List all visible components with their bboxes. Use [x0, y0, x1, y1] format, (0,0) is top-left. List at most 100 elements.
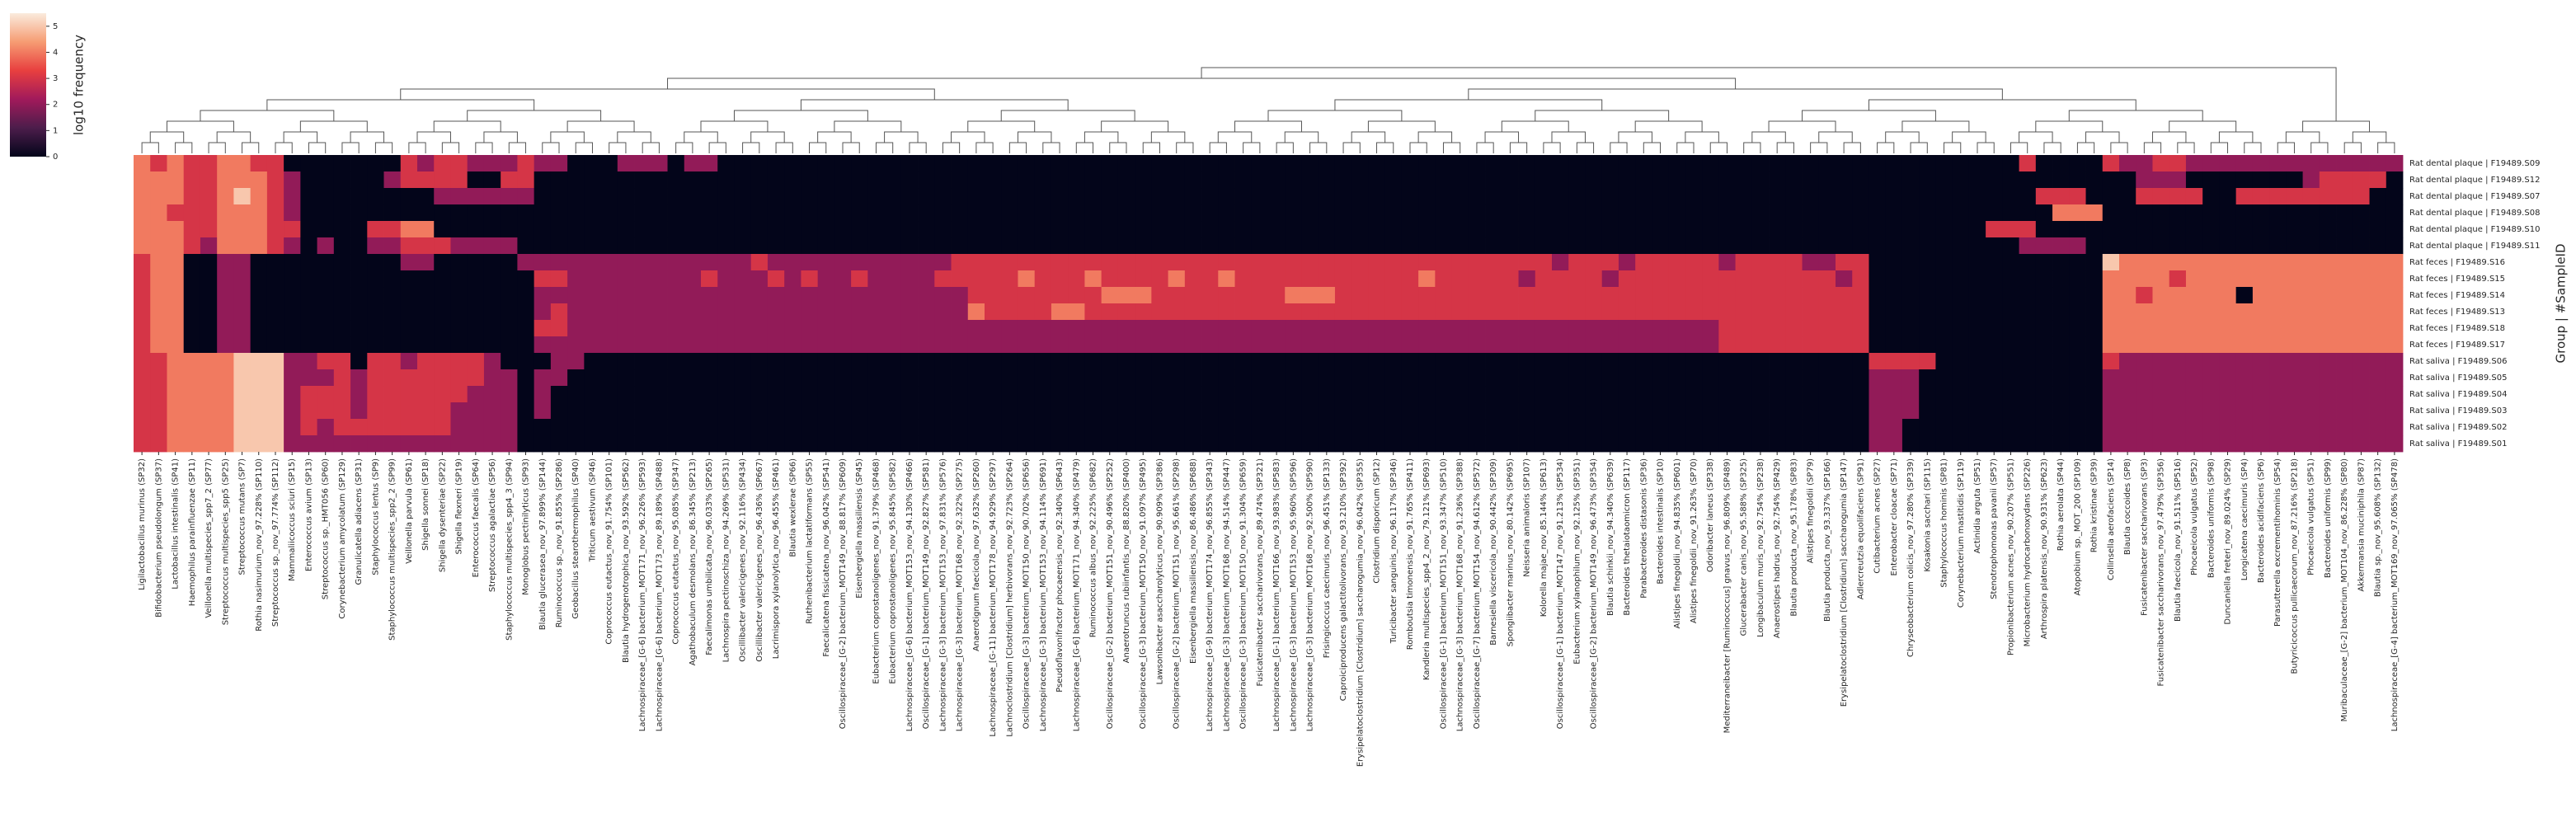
dendrogram-link [617, 131, 651, 143]
heatmap-cell [167, 402, 185, 420]
heatmap-cell [2202, 419, 2220, 436]
dendrogram-link [467, 110, 602, 121]
row-label: Rat saliva | F19489.S04 [2409, 390, 2507, 399]
heatmap-cell [1702, 402, 1719, 420]
heatmap-cell [2102, 386, 2120, 403]
heatmap-cell [1034, 171, 1052, 189]
heatmap-cell [1652, 270, 1670, 288]
dendrogram-link [275, 142, 293, 153]
heatmap-cell [517, 419, 535, 436]
heatmap-cell [1802, 336, 1820, 354]
heatmap-cell [1852, 353, 1869, 370]
heatmap-cell [1901, 287, 1920, 304]
heatmap-cell [1685, 336, 1703, 354]
heatmap-cell [534, 254, 552, 271]
heatmap-cell [2386, 402, 2404, 420]
heatmap-cell [985, 171, 1002, 189]
heatmap-cell [1802, 221, 1820, 238]
heatmap-cell [1168, 386, 1186, 403]
heatmap-cell [1251, 254, 1269, 271]
heatmap-cell [1401, 419, 1419, 436]
heatmap-cell [2286, 237, 2303, 255]
heatmap-cell [517, 287, 535, 304]
heatmap-cell [834, 221, 852, 238]
heatmap-cell [2102, 435, 2120, 453]
heatmap-cell [817, 369, 835, 387]
heatmap-cell [400, 287, 418, 304]
heatmap-cell [217, 386, 234, 403]
heatmap-cell [300, 353, 317, 370]
dendrogram-link [775, 142, 793, 153]
heatmap-cell [934, 188, 952, 205]
heatmap-cell [1135, 204, 1152, 222]
heatmap-cell [2202, 221, 2220, 238]
heatmap-cell [801, 237, 819, 255]
heatmap-cell [2269, 402, 2287, 420]
heatmap-cell [2002, 204, 2019, 222]
heatmap-cell [1318, 287, 1336, 304]
heatmap-cell [483, 254, 501, 271]
heatmap-cell [1935, 204, 1953, 222]
heatmap-cell [1184, 287, 1202, 304]
heatmap-cell [400, 336, 418, 354]
heatmap-cell [383, 320, 402, 337]
heatmap-cell [1618, 155, 1636, 172]
heatmap-cell [1018, 188, 1036, 205]
heatmap-cell [367, 171, 384, 189]
heatmap-cell [2119, 402, 2136, 420]
heatmap-cell [1568, 320, 1586, 337]
heatmap-cell [1351, 204, 1369, 222]
dendrogram-link [1535, 110, 1670, 121]
heatmap-cell [1968, 254, 1986, 271]
heatmap-cell [1568, 221, 1586, 238]
heatmap-cell [400, 171, 418, 189]
heatmap-cell [1685, 419, 1703, 436]
heatmap-cell [217, 171, 234, 189]
dendrogram-link [1709, 142, 1728, 153]
heatmap-cell [2136, 419, 2153, 436]
heatmap-cell [483, 221, 501, 238]
heatmap-cell [1685, 386, 1703, 403]
heatmap-cell [1418, 221, 1436, 238]
heatmap-cell [467, 270, 485, 288]
heatmap-cell [1935, 419, 1953, 436]
heatmap-cell [1568, 254, 1586, 271]
heatmap-cell [2052, 270, 2070, 288]
heatmap-cell [951, 155, 969, 172]
heatmap-cell [233, 287, 251, 304]
heatmap-cell [2102, 254, 2120, 271]
heatmap-cell [1018, 353, 1036, 370]
heatmap-cell [2219, 270, 2237, 288]
heatmap-cell [2353, 369, 2370, 387]
heatmap-cell [2169, 221, 2187, 238]
heatmap-cell [600, 320, 618, 337]
heatmap-cell [851, 303, 868, 321]
heatmap-cell [1234, 435, 1253, 453]
heatmap-cell [517, 221, 535, 238]
heatmap-cell [584, 188, 601, 205]
heatmap-cell [2185, 369, 2203, 387]
heatmap-cell [317, 402, 335, 420]
heatmap-cell [600, 386, 618, 403]
heatmap-cell [333, 402, 351, 420]
heatmap-cell [2152, 303, 2170, 321]
heatmap-cell [1251, 369, 1269, 387]
heatmap-cell [350, 336, 368, 354]
heatmap-cell [467, 171, 485, 189]
heatmap-cell [266, 270, 284, 288]
heatmap-cell [2085, 369, 2104, 387]
heatmap-cell [784, 303, 801, 321]
heatmap-cell [967, 204, 985, 222]
heatmap-cell [1618, 353, 1636, 370]
heatmap-cell [350, 287, 368, 304]
heatmap-cell [1117, 386, 1135, 403]
heatmap-cell [1852, 402, 1869, 420]
heatmap-cell [2119, 386, 2136, 403]
heatmap-cell [2369, 237, 2387, 255]
column-label: Romboutsia timonensis_nov_91.765% (SP411… [1406, 458, 1415, 650]
heatmap-cell [734, 287, 752, 304]
colorbar-tick-label: 4 [53, 48, 58, 57]
heatmap-cell [634, 188, 651, 205]
heatmap-cell [266, 386, 284, 403]
column-label: Staphylococcus lentus (SP9) [371, 458, 380, 575]
